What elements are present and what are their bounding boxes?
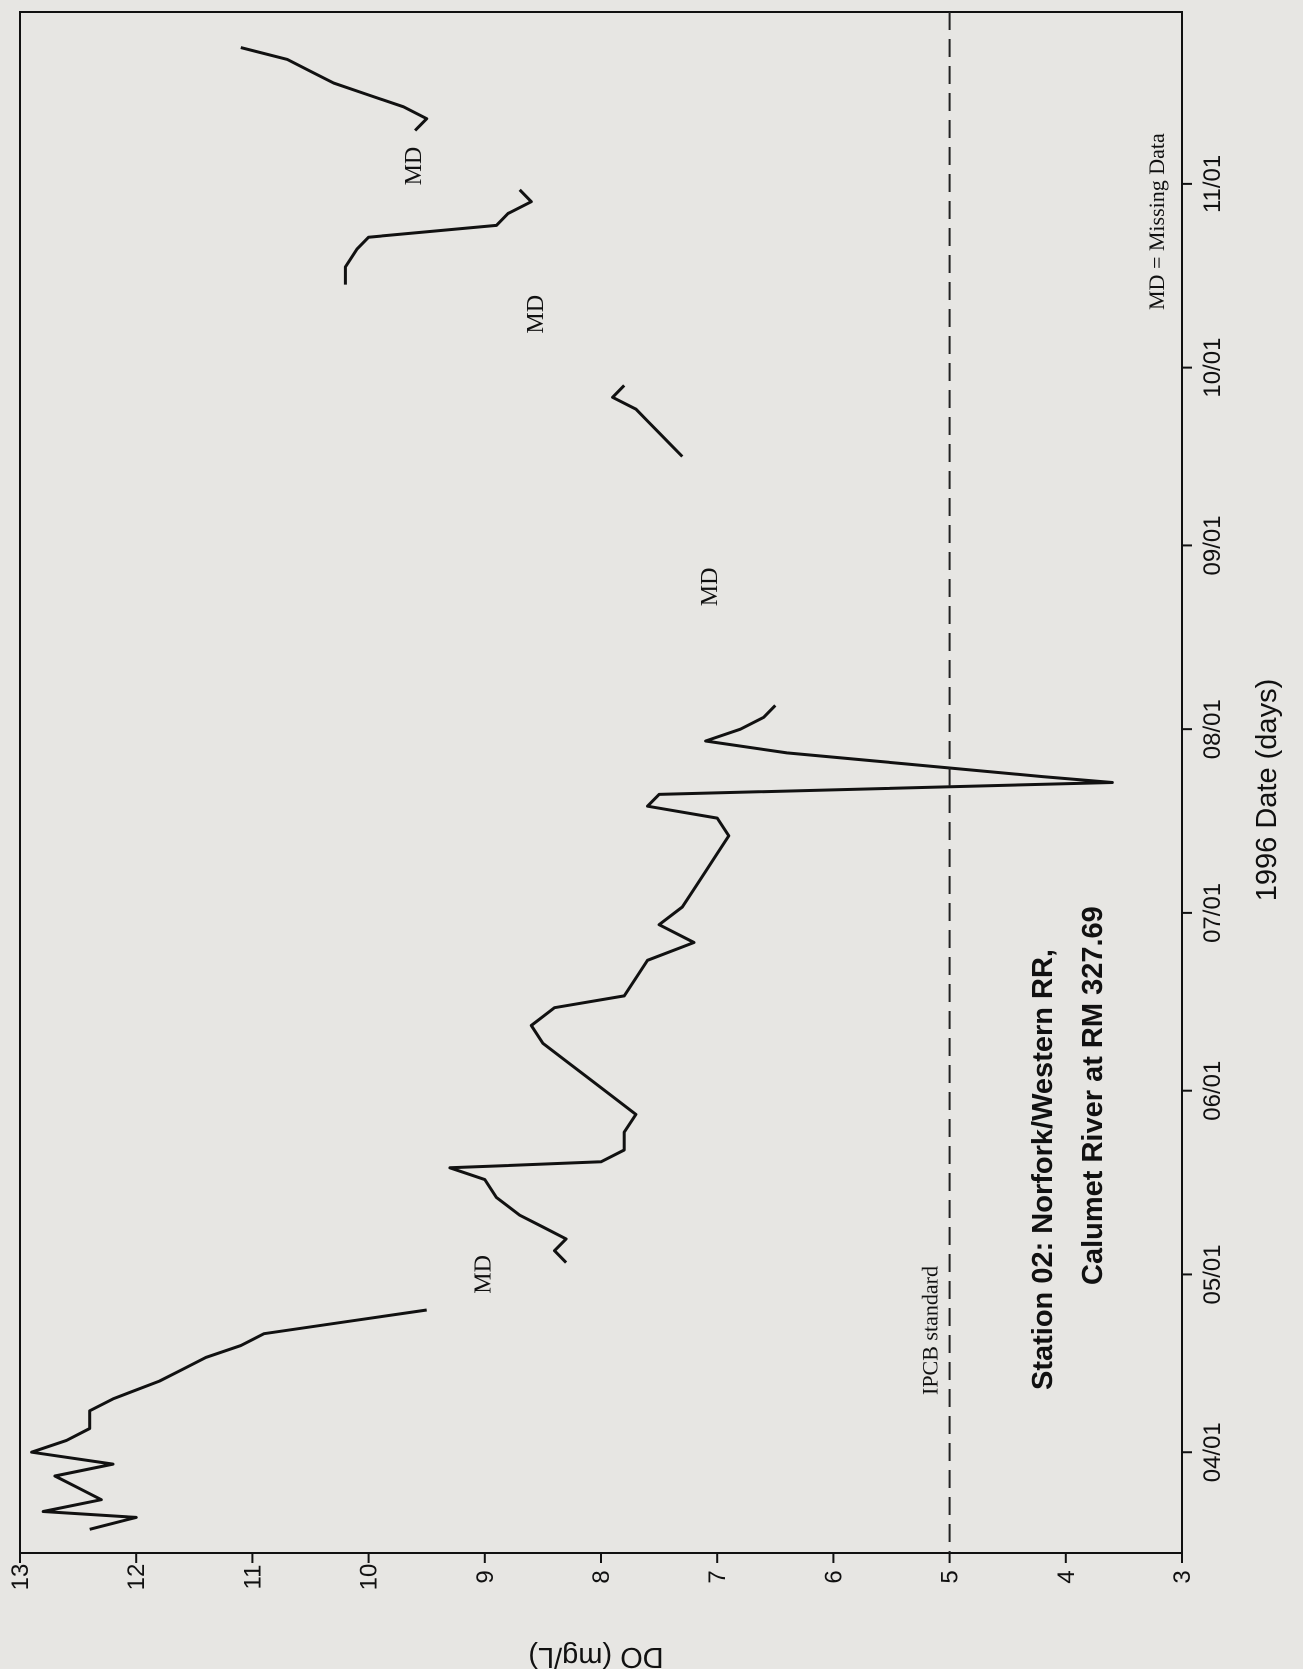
series-segment: [343, 188, 533, 285]
plot-frame: [19, 11, 1183, 1554]
ipcb-standard-label: IPCB standard: [918, 1266, 943, 1395]
y-axis-label: DO (mg/L): [528, 1641, 663, 1669]
y-axis-ticks: 3 4 5 6 7 8 9 10 11 12 13: [7, 1553, 1196, 1590]
y-tick-label: 8: [588, 1570, 615, 1583]
x-tick-label: 11/01: [1199, 155, 1226, 213]
missing-data-label: MD: [523, 295, 549, 334]
x-tick-label: 08/01: [1199, 699, 1226, 759]
missing-data-annotations: MD MD MD MD: [401, 147, 723, 1294]
y-tick-label: 6: [820, 1570, 847, 1583]
y-tick-label: 5: [937, 1570, 964, 1583]
y-tick-label: 10: [356, 1564, 383, 1591]
do-series: [30, 46, 1114, 1531]
chart-title-line-2: Calumet River at RM 327.69: [1077, 906, 1109, 1285]
missing-data-label: MD: [697, 568, 723, 607]
series-segment: [240, 46, 429, 132]
x-tick-label: 04/01: [1199, 1422, 1226, 1482]
x-axis-label: 1996 Date (days): [1251, 679, 1283, 901]
x-tick-label: 10/01: [1199, 338, 1226, 398]
missing-data-label: MD: [471, 1255, 497, 1294]
x-tick-label: 09/01: [1199, 515, 1226, 575]
y-tick-label: 9: [472, 1570, 499, 1583]
y-tick-label: 12: [123, 1564, 150, 1591]
series-segment: [30, 1308, 427, 1531]
y-tick-label: 13: [7, 1564, 34, 1591]
y-tick-label: 3: [1169, 1570, 1196, 1583]
missing-data-label: MD: [401, 147, 427, 186]
x-tick-label: 06/01: [1199, 1061, 1226, 1121]
chart-title-line-1: Station 02: Norfork/Western RR,: [1027, 949, 1059, 1390]
series-segment: [448, 704, 1114, 1264]
missing-data-note: MD = Missing Data: [1144, 133, 1169, 310]
x-axis-ticks: 04/01 05/01 06/01 07/01 08/01 09/01 10/01 11/01: [1182, 155, 1226, 1482]
x-tick-label: 05/01: [1199, 1244, 1226, 1304]
y-tick-label: 11: [239, 1565, 266, 1590]
y-tick-label: 4: [1053, 1570, 1080, 1583]
series-segment: [611, 384, 684, 458]
y-tick-label: 7: [704, 1570, 731, 1583]
x-tick-label: 07/01: [1199, 883, 1226, 943]
